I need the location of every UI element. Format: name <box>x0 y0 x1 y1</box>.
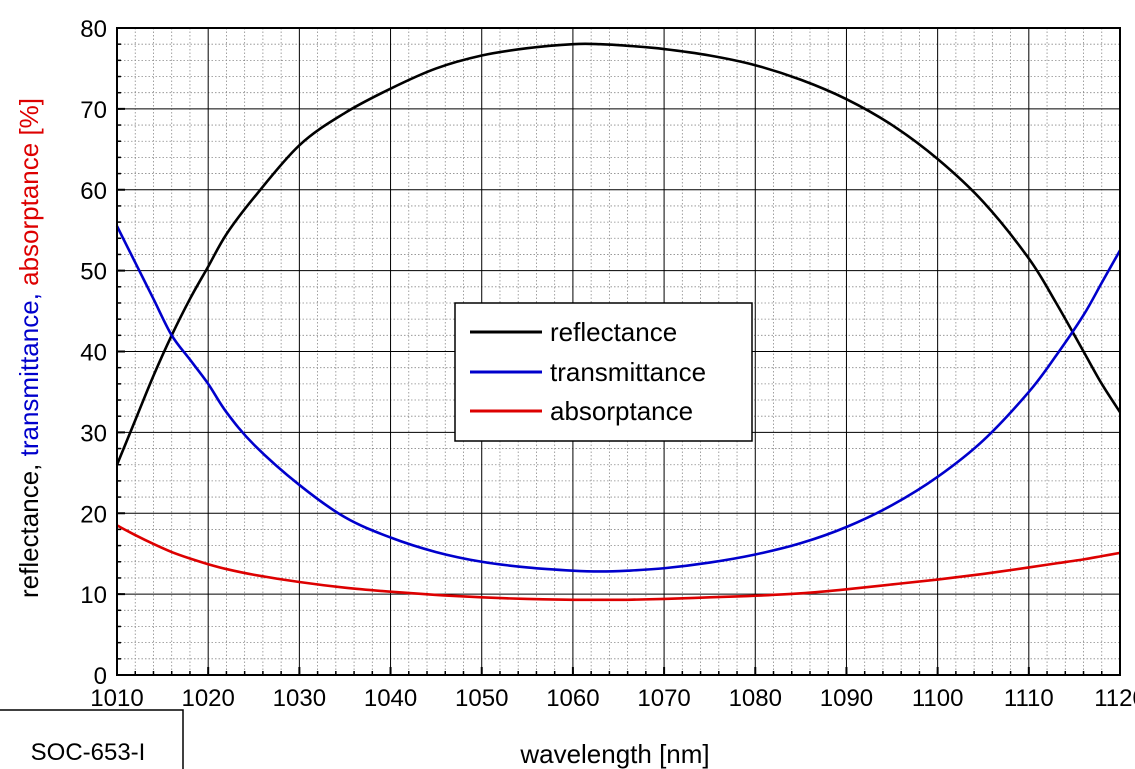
y-tick-label: 40 <box>80 340 107 367</box>
y-tick-label: 30 <box>80 420 107 447</box>
x-tick-label: 1110 <box>1004 685 1054 712</box>
x-axis-title: wavelength [nm] <box>519 739 709 769</box>
x-tick-label: 1060 <box>546 685 599 712</box>
legend-label-transmittance: transmittance <box>550 357 706 387</box>
sample-id-frame <box>0 709 184 769</box>
legend-label-absorptance: absorptance <box>550 396 693 426</box>
y-tick-label: 0 <box>94 663 107 690</box>
x-tick-label: 1070 <box>637 685 690 712</box>
series-line-reflectance <box>115 42 1122 466</box>
axis-ticks <box>116 27 1121 676</box>
x-tick-label: 1030 <box>273 685 326 712</box>
y-axis-title-transmittance: transmittance, <box>14 286 44 457</box>
x-tick-label: 1020 <box>181 685 234 712</box>
x-tick-labels: 1010 1020 1030 1040 1050 1060 1070 1080 1090 1100… <box>90 685 1135 712</box>
series-line-transmittance <box>115 225 1122 573</box>
x-tick-label: 1100 <box>912 685 964 712</box>
x-tick-label: 1040 <box>364 685 417 712</box>
minor-grid <box>117 28 1120 675</box>
sample-id-box: SOC-653-I <box>0 709 184 769</box>
y-tick-label: 60 <box>80 178 107 205</box>
series-layer <box>115 42 1122 602</box>
y-axis-title: reflectance, transmittance, absorptance … <box>14 98 44 598</box>
y-tick-label: 50 <box>80 259 107 286</box>
y-tick-labels: 0 10 20 30 40 50 60 70 80 <box>80 16 107 690</box>
y-tick-label: 10 <box>80 582 107 609</box>
y-tick-label: 20 <box>80 501 107 528</box>
y-tick-label: 80 <box>80 16 107 43</box>
x-tick-label: 1080 <box>729 685 782 712</box>
sample-id-label: SOC-653-I <box>31 739 146 766</box>
y-axis-title-absorptance: absorptance [%] <box>14 98 44 286</box>
legend-label-reflectance: reflectance <box>550 317 677 347</box>
legend: reflectance transmittance absorptance <box>454 302 753 442</box>
x-tick-label: 1090 <box>820 685 873 712</box>
y-tick-label: 70 <box>80 97 107 124</box>
series-line-absorptance <box>116 524 1121 602</box>
y-axis-title-reflectance: reflectance, <box>14 456 44 598</box>
x-tick-label: 1050 <box>455 685 508 712</box>
x-tick-label: 1010 <box>90 685 143 712</box>
